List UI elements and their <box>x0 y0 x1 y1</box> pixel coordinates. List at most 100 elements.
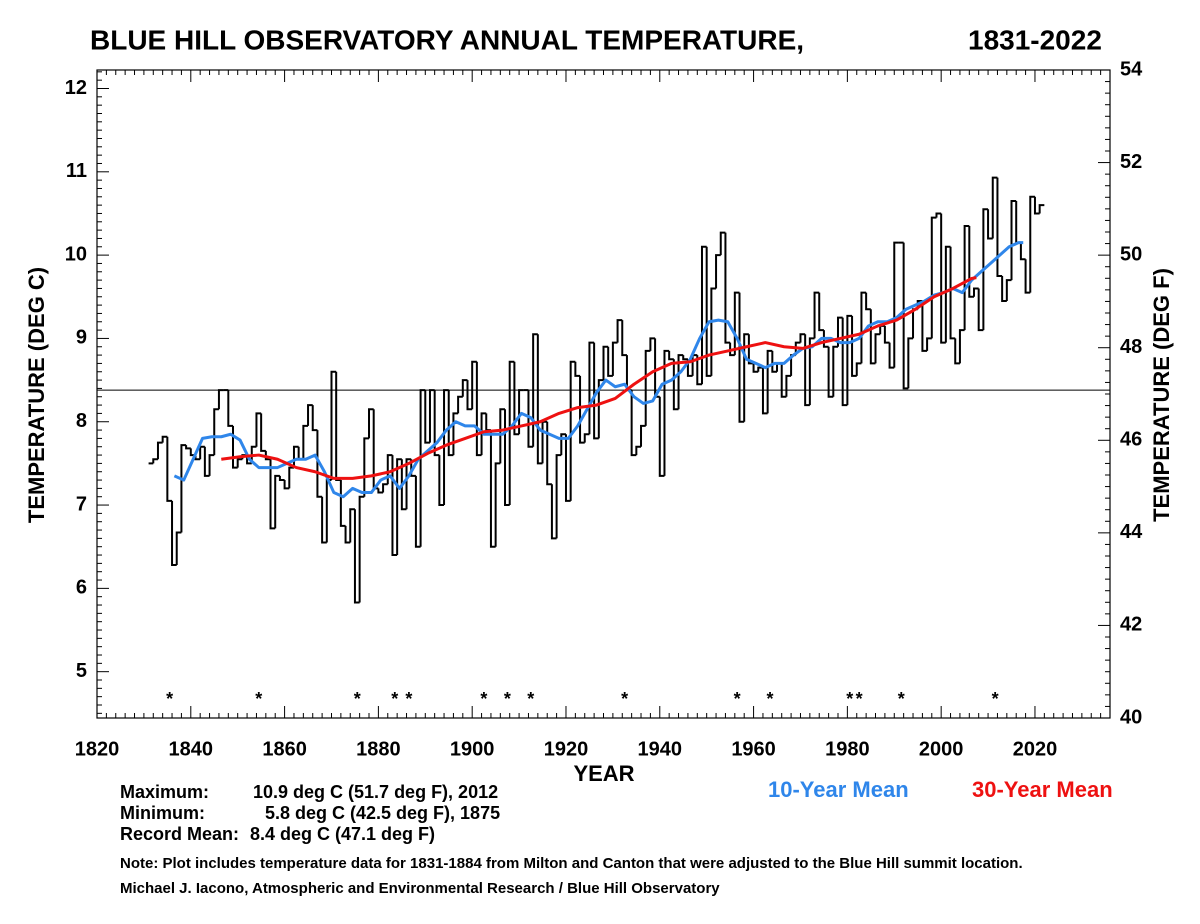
annual-step <box>761 367 768 415</box>
annual-step <box>640 424 646 447</box>
y-tick-label: 8 <box>76 410 87 432</box>
stat-value: 8.4 deg C (47.1 deg F) <box>250 824 435 844</box>
annual-step <box>719 231 726 256</box>
annual-step <box>893 241 899 368</box>
annual-step <box>855 362 862 376</box>
annual-step <box>213 408 219 456</box>
annual-step <box>672 359 679 411</box>
annual-step <box>710 287 717 376</box>
mean-line <box>221 276 977 480</box>
annual-step <box>274 474 280 529</box>
annual-step <box>611 341 618 376</box>
x-tick-label: 2020 <box>1013 738 1058 760</box>
annual-step <box>443 389 449 506</box>
annual-step <box>579 375 585 444</box>
annual-step <box>494 462 501 547</box>
annual-step <box>180 444 187 533</box>
annual-step <box>452 412 459 456</box>
y2-tick-label: 42 <box>1120 614 1142 636</box>
annual-step <box>349 508 355 543</box>
annual-step <box>972 287 979 297</box>
stat-label: Record Mean: <box>120 824 239 844</box>
annual-step <box>489 430 496 548</box>
y2-tick-label: 50 <box>1120 243 1142 265</box>
annual-step <box>546 421 552 486</box>
annual-step <box>574 361 581 377</box>
y2-axis-label: TEMPERATURE (DEG F) <box>1149 268 1174 522</box>
star-marker: * <box>766 689 773 709</box>
annual-step <box>236 458 243 468</box>
annual-step <box>428 389 435 443</box>
annual-step <box>504 409 510 507</box>
annual-step <box>353 509 360 604</box>
annual-step <box>921 300 928 352</box>
annual-step <box>607 346 613 377</box>
credit: Michael J. Iacono, Atmospheric and Envir… <box>120 880 720 897</box>
annual-step <box>391 455 398 557</box>
annual-step <box>888 342 895 369</box>
annual-step <box>935 212 942 218</box>
annual-step <box>865 292 871 311</box>
annual-step <box>963 224 970 331</box>
stat-label: Minimum: <box>120 803 205 823</box>
y2-tick-label: 46 <box>1120 429 1142 451</box>
mean-line <box>173 241 1024 499</box>
annual-step <box>302 424 309 460</box>
annual-step <box>550 484 557 540</box>
annual-step <box>316 430 323 498</box>
annual-step <box>696 355 702 386</box>
annual-step <box>644 349 651 426</box>
annual-step <box>1033 196 1040 215</box>
annual-step <box>668 350 674 361</box>
annual-step <box>232 425 238 469</box>
star-marker: * <box>405 689 412 709</box>
annual-step <box>996 177 1003 277</box>
annual-step <box>311 405 318 432</box>
annual-step <box>358 495 365 603</box>
chart-title-years: 1831-2022 <box>968 24 1102 55</box>
star-marker: * <box>354 689 361 709</box>
annual-step <box>949 246 956 340</box>
annual-step <box>658 396 665 477</box>
x-tick-label: 1840 <box>169 738 214 760</box>
y2-tick-label: 48 <box>1120 336 1142 358</box>
annual-step <box>757 366 763 372</box>
annual-step <box>532 333 538 447</box>
annual-step <box>1001 275 1007 302</box>
y-tick-label: 5 <box>76 660 87 682</box>
stat-value: 5.8 deg C (42.5 deg F), 1875 <box>265 803 500 823</box>
annual-step <box>564 434 571 502</box>
annual-step <box>987 209 993 240</box>
annual-step <box>635 445 642 456</box>
annual-step <box>597 379 604 439</box>
legend-label: 30-Year Mean <box>972 777 1113 802</box>
annual-step <box>269 459 276 530</box>
annual-step <box>250 445 257 464</box>
annual-step <box>480 412 487 456</box>
y-tick-label: 9 <box>76 327 87 349</box>
annual-step <box>321 496 327 544</box>
x-axis-label: YEAR <box>573 761 634 786</box>
annual-step <box>499 408 506 464</box>
annual-step <box>785 374 792 397</box>
y2-tick-label: 52 <box>1120 151 1142 173</box>
annual-step <box>475 361 482 457</box>
star-marker: * <box>898 689 905 709</box>
y-tick-label: 11 <box>66 160 87 182</box>
annual-step <box>335 371 341 482</box>
annual-step <box>410 459 416 477</box>
star-marker: * <box>846 689 853 709</box>
annual-step <box>471 360 477 410</box>
annual-step <box>386 454 393 485</box>
annual-step <box>414 475 421 548</box>
annual-step <box>227 390 234 427</box>
annual-step <box>307 404 313 426</box>
annual-step <box>419 389 426 547</box>
star-marker: * <box>166 689 173 709</box>
star-marker: * <box>480 689 487 709</box>
annual-step <box>466 380 473 411</box>
annual-step <box>804 334 810 407</box>
x-tick-label: 1820 <box>75 738 120 760</box>
x-tick-label: 2000 <box>919 738 964 760</box>
annual-step <box>152 458 158 464</box>
